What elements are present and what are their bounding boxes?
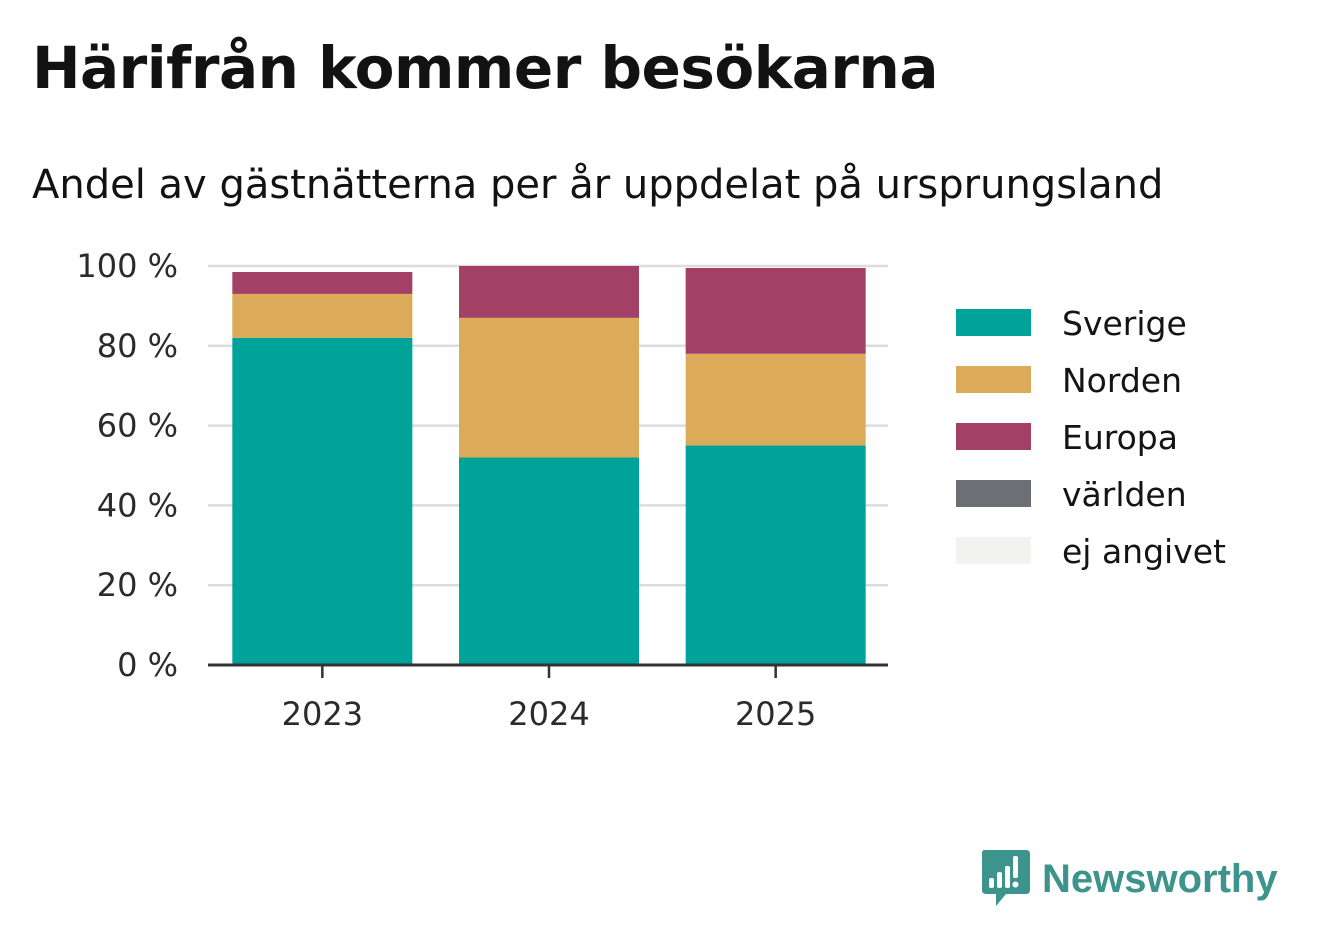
bar-segment	[685, 445, 866, 665]
legend-label: världen	[1062, 475, 1187, 514]
bar-segment	[685, 267, 866, 354]
legend-label: Sverige	[1062, 304, 1187, 343]
chart-subtitle: Andel av gästnätterna per år uppdelat på…	[32, 162, 1164, 208]
bar-segment	[232, 337, 413, 665]
y-tick-label: 60 %	[97, 407, 178, 445]
legend: Sverige Norden Europa världen ej angivet	[956, 304, 1226, 571]
x-tick-label: 2024	[508, 695, 589, 733]
newsworthy-logo-icon	[982, 850, 1030, 906]
brand-name: Newsworthy	[1042, 856, 1278, 901]
y-tick-label: 40 %	[97, 486, 178, 524]
bar-segment	[685, 353, 866, 446]
x-tick-label: 2023	[282, 695, 363, 733]
legend-label: Norden	[1062, 361, 1182, 400]
y-tick-label: 0 %	[117, 646, 178, 684]
x-tick-label: 2025	[735, 695, 816, 733]
y-tick-label: 20 %	[97, 566, 178, 604]
legend-swatch	[956, 480, 1031, 507]
legend-swatch	[956, 366, 1031, 393]
legend-label: ej angivet	[1062, 532, 1226, 571]
y-tick-label: 100 %	[76, 247, 178, 285]
bar-segment	[459, 317, 639, 458]
bar-segment	[232, 271, 413, 294]
legend-swatch	[956, 423, 1031, 450]
legend-label: Europa	[1062, 418, 1178, 457]
chart-title: Härifrån kommer besökarna	[32, 34, 938, 102]
axes: 0 % 20 % 40 % 60 % 80 % 100 % 2023 2024 2025	[76, 247, 888, 733]
brand-logo: Newsworthy	[980, 848, 1278, 910]
bar-segment	[459, 457, 639, 665]
legend-swatch	[956, 537, 1031, 564]
bar-segment	[232, 293, 413, 338]
y-tick-label: 80 %	[97, 327, 178, 365]
bar-segment	[459, 266, 639, 318]
bars	[232, 266, 866, 665]
legend-swatch	[956, 309, 1031, 336]
